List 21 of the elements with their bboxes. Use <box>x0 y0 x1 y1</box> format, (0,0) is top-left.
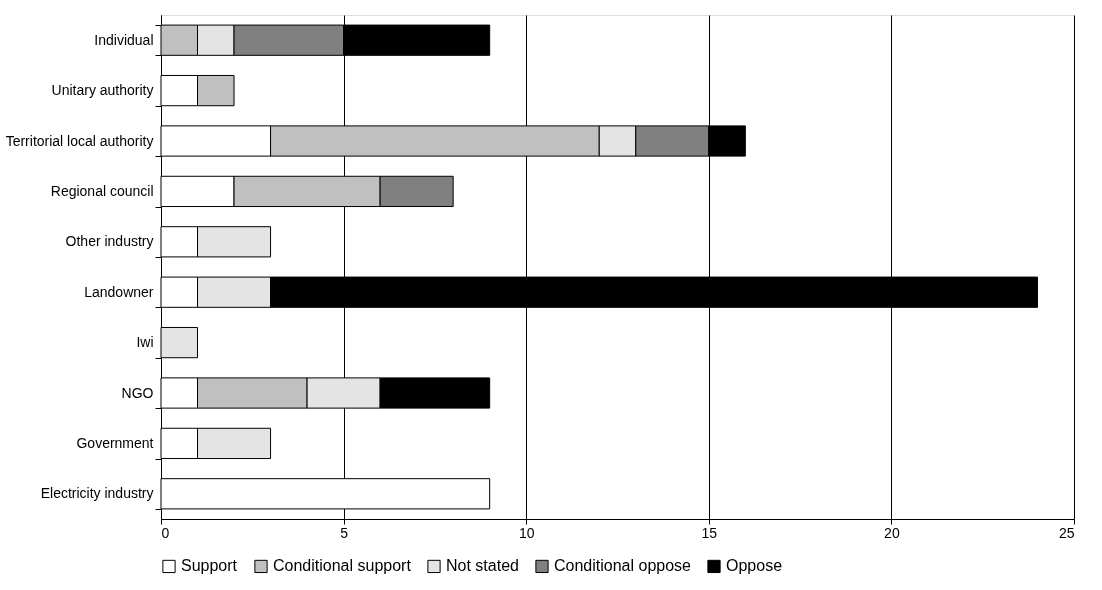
legend-label: Not stated <box>446 557 519 575</box>
y-tick-label: Iwi <box>136 334 154 351</box>
x-tick-label: 20 <box>884 524 900 541</box>
x-tick-label: 10 <box>518 524 535 541</box>
y-tick-label: Government <box>76 434 154 451</box>
y-tick-label: Individual <box>94 31 154 48</box>
x-tick-label: 25 <box>1058 524 1075 541</box>
y-tick-label: NGO <box>121 384 154 401</box>
y-tick-label: Other industry <box>65 233 154 250</box>
y-tick-label: Electricity industry <box>40 485 154 502</box>
y-tick-label: Territorial local authority <box>5 132 154 149</box>
x-tick-label: 15 <box>701 524 718 541</box>
legend-label: Conditional support <box>273 557 412 575</box>
legend-label: Conditional oppose <box>554 557 692 575</box>
y-tick-label: Landowner <box>84 283 154 300</box>
legend-label: Support <box>181 557 238 575</box>
y-tick-label: Regional council <box>50 182 154 199</box>
y-tick-label: Unitary authority <box>51 82 154 99</box>
legend-label: Oppose <box>726 557 783 575</box>
x-tick-label: 5 <box>340 524 349 541</box>
x-tick-label: 0 <box>161 524 170 541</box>
